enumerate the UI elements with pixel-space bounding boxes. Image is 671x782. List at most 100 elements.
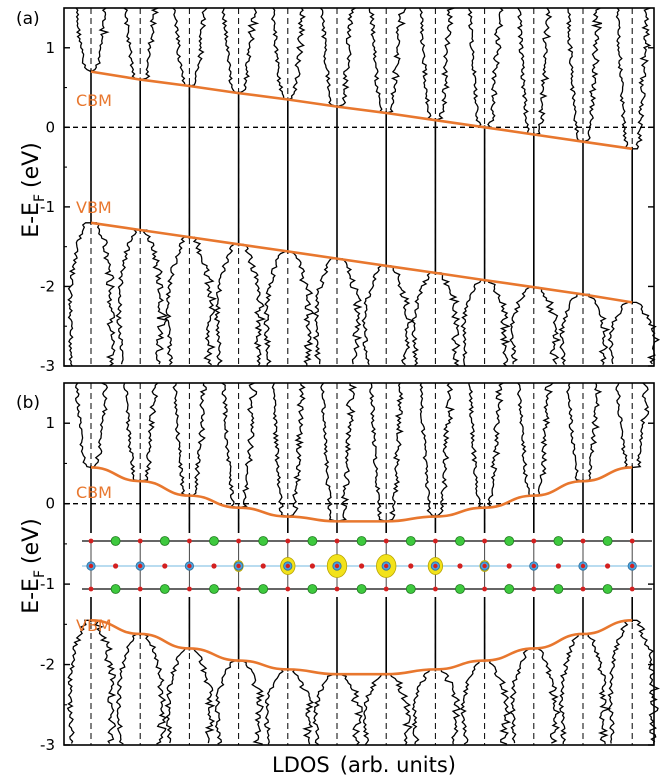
inset-atom-green (356, 536, 367, 546)
inset-atom-red (531, 538, 537, 544)
ldos-valence-outline (115, 633, 168, 745)
ldos-conduction-outline (172, 7, 208, 87)
x-axis-label-main: LDOS (272, 753, 330, 777)
inset-atom-red (137, 538, 143, 544)
inset-atom-green (504, 584, 515, 594)
panel-label-a: (a) (16, 9, 40, 29)
ldos-conduction-outline (320, 382, 358, 523)
inset-atom-green (455, 536, 465, 546)
panel-b: 1 0 -1 -2 -3 (b) CBM VBM E-EF (eV) (16, 382, 660, 754)
y-tick-label: -3 (40, 357, 55, 375)
inset-atom-green (602, 536, 613, 546)
inset-atom-red (630, 563, 635, 569)
inset-atom-red (88, 538, 94, 544)
y-tick-label: 1 (45, 39, 55, 57)
vbm-label-a: VBM (76, 198, 112, 217)
ldos-valence-outline (558, 293, 611, 366)
band-edge-lines-a (90, 70, 633, 304)
ldos-conduction-outline (123, 382, 159, 482)
inset-atom-red (260, 563, 266, 569)
ldos-conduction-outline (221, 7, 260, 94)
ldos-conduction-outline (319, 7, 356, 108)
y-axis-label-a: E-EF (eV) (19, 142, 48, 238)
y-axis-ticks-b: 1 0 -1 -2 -3 (40, 414, 654, 754)
ldos-valence-outline (66, 619, 117, 744)
inset-atom-red (162, 563, 168, 569)
inset-atom-red (384, 563, 389, 569)
ldos-valence-outline (263, 250, 315, 366)
inset-atom-green (110, 536, 121, 546)
inset-atom-red (285, 563, 290, 569)
cbm-label-a: CBM (76, 91, 112, 110)
ldos-column (164, 7, 218, 366)
inset-atom-red (580, 538, 586, 544)
ldos-conduction-outline (368, 7, 407, 114)
ldos-conduction-outline (516, 382, 554, 497)
inset-atom-red (605, 563, 611, 569)
ldos-column (509, 7, 562, 366)
inset-atom-green (553, 536, 564, 546)
y-tick-label: 0 (45, 118, 55, 136)
band-edge-vbm (90, 221, 633, 304)
ldos-valence-outline (509, 647, 561, 744)
inset-atom-red (580, 563, 586, 569)
inset-atom-green (356, 584, 367, 594)
inset-atom-green (159, 536, 170, 546)
inset-atom-red (383, 586, 389, 592)
y-tick-label: -2 (40, 656, 55, 674)
ldos-conduction-outline (516, 7, 553, 136)
inset-atom-red (433, 538, 438, 544)
y-tick-label: -1 (40, 198, 55, 216)
inset-atom-green (110, 584, 121, 594)
y-tick-label: 0 (45, 495, 55, 513)
ldos-conduction-outline (418, 7, 455, 121)
vbm-label-b: VBM (76, 616, 112, 635)
ldos-conduction-outline (271, 382, 306, 518)
ldos-valence-outline (411, 272, 461, 366)
band-edge-cbm (90, 70, 633, 151)
ldos-valence-outline (312, 257, 363, 365)
inset-atom-red (285, 586, 291, 592)
inset-atom-red (211, 563, 217, 569)
ldos-column (115, 7, 169, 366)
inset-atom-red (137, 586, 143, 592)
ldos-valence-outline (607, 619, 660, 744)
panel-a: 1 0 -1 -2 -3 (a) CBM VBM E-EF (eV) (16, 7, 661, 375)
inset-atom-red (555, 563, 562, 569)
inset-atom-green (307, 536, 318, 546)
ldos-valence-outline (67, 222, 116, 367)
inset-atom-red (138, 563, 143, 569)
inset-atom-green (209, 584, 219, 594)
plot-frame-a (63, 7, 655, 367)
ldos-column (558, 7, 611, 366)
inset-atom-red (531, 586, 537, 592)
inset-atom-red (359, 563, 365, 569)
ldos-valence-outline (558, 633, 612, 745)
inset-atom-red (88, 563, 94, 569)
plot-frame-b (63, 382, 655, 746)
inset-atom-green (504, 536, 515, 546)
ldos-column (263, 7, 315, 366)
ldos-conduction-outline (566, 382, 603, 482)
y-axis-label-subscript-a: F (32, 194, 48, 202)
inset-atom-red (334, 563, 340, 569)
ldos-valence-outline (214, 659, 265, 745)
inset-atom-red (285, 538, 291, 544)
y-tick-label: -3 (40, 736, 55, 754)
y-axis-label-unit-b: (eV) (19, 518, 44, 564)
ldos-valence-outline (361, 265, 415, 366)
y-axis-label-main-b: E-E (19, 578, 44, 614)
inset-atom-green (455, 584, 465, 594)
y-tick-label: -1 (40, 575, 55, 593)
inset-atom-green (209, 536, 219, 546)
ldos-conduction-outline (419, 382, 456, 518)
band-edge-cbm (90, 466, 633, 523)
inset-atom-red (187, 586, 192, 592)
inset-atom-green (307, 584, 318, 594)
ldos-valence-outline (312, 673, 363, 746)
inset-atom-green (258, 584, 269, 594)
inset-atom-red (236, 586, 242, 592)
ldos-valence-outline (362, 673, 413, 746)
inset-atom-red (629, 586, 635, 592)
